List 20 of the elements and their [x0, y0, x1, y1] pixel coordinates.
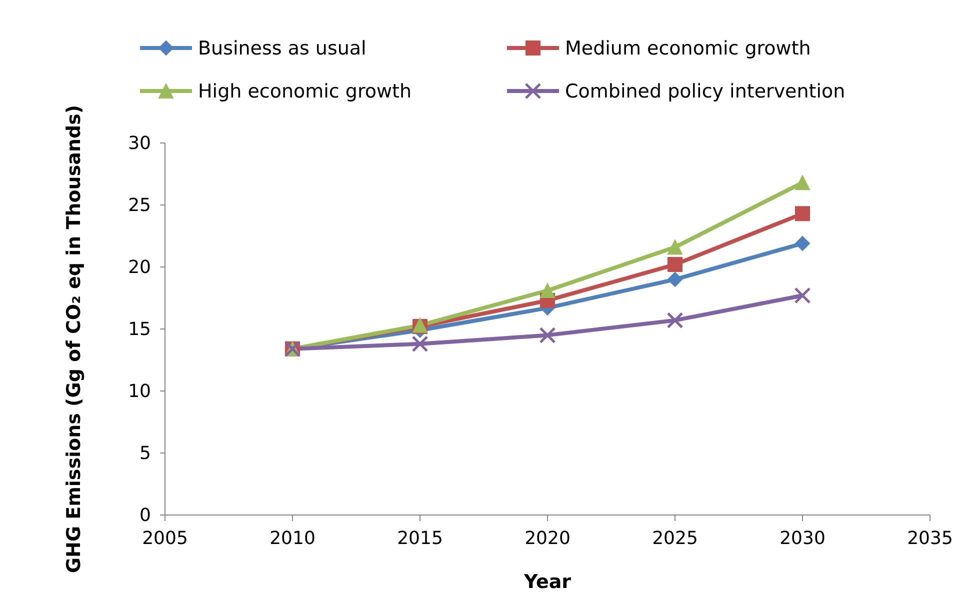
x-tick-label: 2035 — [907, 528, 953, 549]
y-tick-label: 30 — [128, 132, 151, 154]
y-tick-label: 20 — [128, 256, 151, 278]
y-tick-label: 10 — [128, 380, 151, 402]
y-tick-label: 15 — [128, 318, 151, 340]
x-tick-label: 2025 — [652, 528, 698, 549]
y-axis-title: GHG Emissions (Gg of CO₂ eq in Thousands) — [63, 104, 85, 574]
y-tick-label: 0 — [140, 504, 151, 526]
legend-label: Medium economic growth — [565, 38, 811, 60]
x-tick-label: 2030 — [780, 528, 826, 549]
legend-label: Combined policy intervention — [565, 80, 846, 103]
y-tick-label: 5 — [140, 442, 151, 464]
legend-label: Business as usual — [198, 38, 366, 60]
x-axis-title: Year — [522, 571, 572, 593]
x-tick-label: 2015 — [397, 528, 443, 549]
x-tick-label: 2005 — [142, 528, 188, 549]
y-tick-label: 25 — [128, 194, 151, 216]
x-tick-label: 2010 — [270, 528, 316, 549]
legend-label: High economic growth — [198, 80, 412, 103]
x-tick-label: 2020 — [524, 528, 570, 549]
